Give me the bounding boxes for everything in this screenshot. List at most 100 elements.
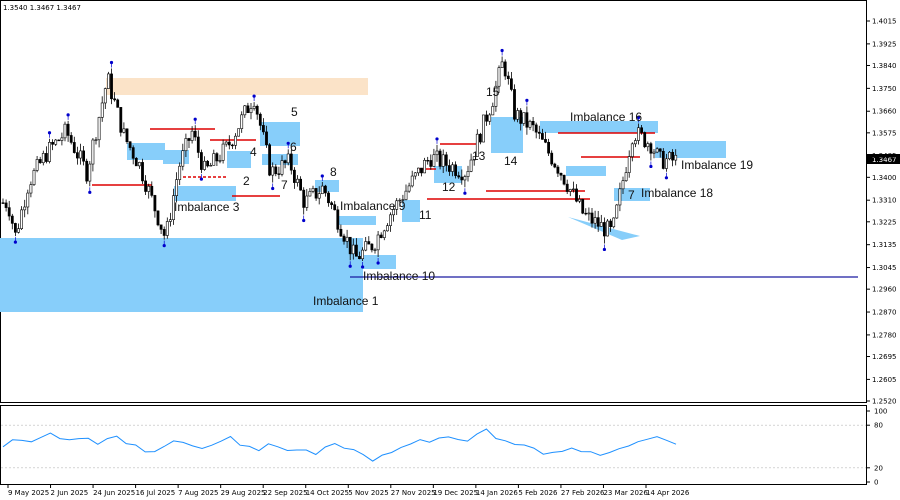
candle bbox=[575, 184, 578, 203]
candle bbox=[320, 181, 324, 195]
candle bbox=[602, 217, 606, 244]
candle bbox=[407, 182, 411, 193]
candle bbox=[20, 206, 24, 231]
candle-body bbox=[184, 138, 188, 152]
candle-body bbox=[141, 162, 144, 182]
candle-body bbox=[181, 150, 185, 167]
candle bbox=[10, 213, 14, 230]
candle-body bbox=[392, 209, 396, 216]
candle bbox=[125, 128, 129, 144]
price-axis: 1.4015 1.3925 1.3840 1.3750 1.3660 1.3575 1.34… bbox=[866, 18, 897, 406]
candle-body bbox=[249, 108, 253, 114]
fractal-down bbox=[271, 186, 275, 191]
candle bbox=[655, 147, 659, 154]
candle-body bbox=[509, 78, 513, 90]
candle-body bbox=[407, 185, 411, 192]
candle bbox=[252, 102, 256, 111]
candle-body bbox=[413, 172, 417, 177]
time-tick-label: 24 Jun 2025 bbox=[93, 489, 135, 497]
candle-body bbox=[221, 143, 225, 161]
candle bbox=[237, 128, 241, 137]
candle bbox=[547, 138, 551, 157]
candle bbox=[578, 195, 582, 204]
label-5: 5 bbox=[291, 105, 298, 119]
candle-body bbox=[119, 107, 123, 133]
candle bbox=[491, 102, 495, 116]
candle-body bbox=[478, 133, 482, 143]
candle-body bbox=[500, 61, 504, 68]
label-2: 2 bbox=[243, 174, 250, 188]
imbalance-zone-1 bbox=[0, 238, 363, 312]
candle bbox=[94, 137, 98, 145]
candle-body bbox=[609, 220, 613, 228]
label-imbalance-9: Imbalance 9 bbox=[340, 199, 406, 213]
candle bbox=[100, 96, 104, 122]
candle-body bbox=[178, 165, 182, 180]
candle-body bbox=[596, 217, 600, 227]
candle-body bbox=[317, 193, 321, 199]
candle bbox=[401, 194, 405, 204]
candle bbox=[519, 108, 523, 131]
candle bbox=[240, 111, 244, 133]
candle bbox=[333, 200, 337, 211]
candle bbox=[141, 158, 144, 185]
candle-body bbox=[497, 67, 501, 87]
candle bbox=[63, 121, 67, 142]
candle bbox=[280, 155, 284, 177]
candle-body bbox=[41, 153, 45, 164]
candle bbox=[482, 114, 485, 143]
candle-body bbox=[138, 162, 141, 167]
candle-body bbox=[79, 150, 82, 159]
candle-body bbox=[401, 199, 405, 201]
label-4: 4 bbox=[250, 145, 257, 159]
candle bbox=[398, 198, 402, 207]
candle bbox=[429, 154, 433, 170]
candle-body bbox=[643, 132, 647, 148]
candle-body bbox=[35, 159, 39, 171]
price-tick-label: 1.4015 bbox=[872, 18, 897, 26]
time-tick-label: 16 Jul 2025 bbox=[136, 489, 176, 497]
candle-body bbox=[150, 185, 154, 196]
candle-body bbox=[630, 143, 634, 157]
price-panel bbox=[0, 0, 867, 403]
candle-body bbox=[590, 212, 594, 224]
candle bbox=[4, 199, 8, 212]
candle-body bbox=[252, 105, 256, 109]
candle-body bbox=[292, 169, 296, 183]
time-tick-label: 14 Apr 2026 bbox=[646, 489, 690, 497]
candle-body bbox=[131, 147, 135, 159]
candle-body bbox=[107, 73, 110, 89]
candle-body bbox=[265, 131, 268, 146]
candle bbox=[565, 179, 569, 195]
candle bbox=[209, 162, 213, 167]
candle-body bbox=[32, 170, 36, 185]
candle bbox=[671, 149, 675, 167]
candle bbox=[292, 167, 296, 189]
candle bbox=[370, 243, 374, 253]
candle bbox=[646, 141, 650, 152]
fractal-up bbox=[500, 48, 504, 53]
imbalance-zone-17 bbox=[566, 166, 606, 176]
candle-body bbox=[134, 157, 138, 167]
price-tick-label: 1.3225 bbox=[872, 218, 897, 226]
candle bbox=[544, 131, 547, 144]
candle bbox=[581, 198, 585, 215]
candle bbox=[85, 158, 89, 184]
candle bbox=[451, 162, 454, 177]
candle-body bbox=[674, 154, 678, 161]
candle-body bbox=[556, 166, 560, 174]
candle bbox=[658, 148, 662, 158]
candle-body bbox=[274, 166, 278, 175]
candle bbox=[323, 184, 327, 197]
candle bbox=[255, 104, 259, 120]
candle bbox=[283, 159, 287, 169]
candle-body bbox=[562, 174, 566, 185]
candle bbox=[243, 105, 247, 118]
candle-body bbox=[379, 234, 383, 238]
price-tick-label: 1.3045 bbox=[872, 264, 897, 272]
candle-body bbox=[584, 212, 588, 215]
candle-body bbox=[469, 159, 473, 172]
time-axis: 9 May 2025 2 Jun 2025 24 Jun 2025 16 Jul 20… bbox=[7, 484, 690, 497]
fractal-down bbox=[361, 265, 365, 269]
candle-body bbox=[389, 214, 392, 226]
